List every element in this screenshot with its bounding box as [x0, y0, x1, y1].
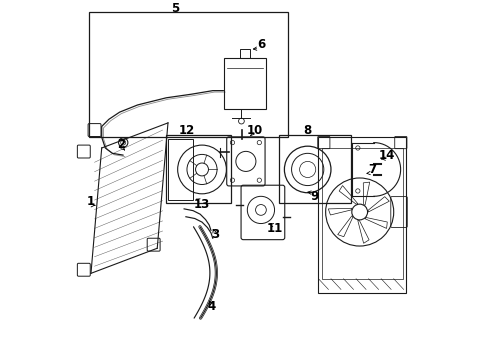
Text: 1: 1 — [86, 195, 94, 208]
Text: 8: 8 — [303, 123, 311, 136]
Text: 3: 3 — [212, 228, 220, 241]
Bar — [279, 135, 351, 203]
Text: 14: 14 — [378, 149, 394, 162]
Bar — [89, 12, 288, 137]
Bar — [168, 139, 193, 200]
Text: 7: 7 — [368, 163, 376, 176]
Bar — [240, 49, 250, 58]
Text: 2: 2 — [117, 138, 125, 151]
Text: 12: 12 — [179, 124, 195, 137]
Bar — [318, 137, 406, 293]
Text: 5: 5 — [171, 3, 179, 15]
Text: 4: 4 — [208, 300, 216, 313]
Text: 10: 10 — [246, 123, 263, 136]
Text: 13: 13 — [194, 198, 210, 211]
Bar — [166, 135, 231, 203]
Text: 6: 6 — [257, 38, 265, 51]
Text: 11: 11 — [266, 222, 283, 235]
Text: 9: 9 — [310, 190, 318, 203]
Bar — [322, 148, 403, 279]
